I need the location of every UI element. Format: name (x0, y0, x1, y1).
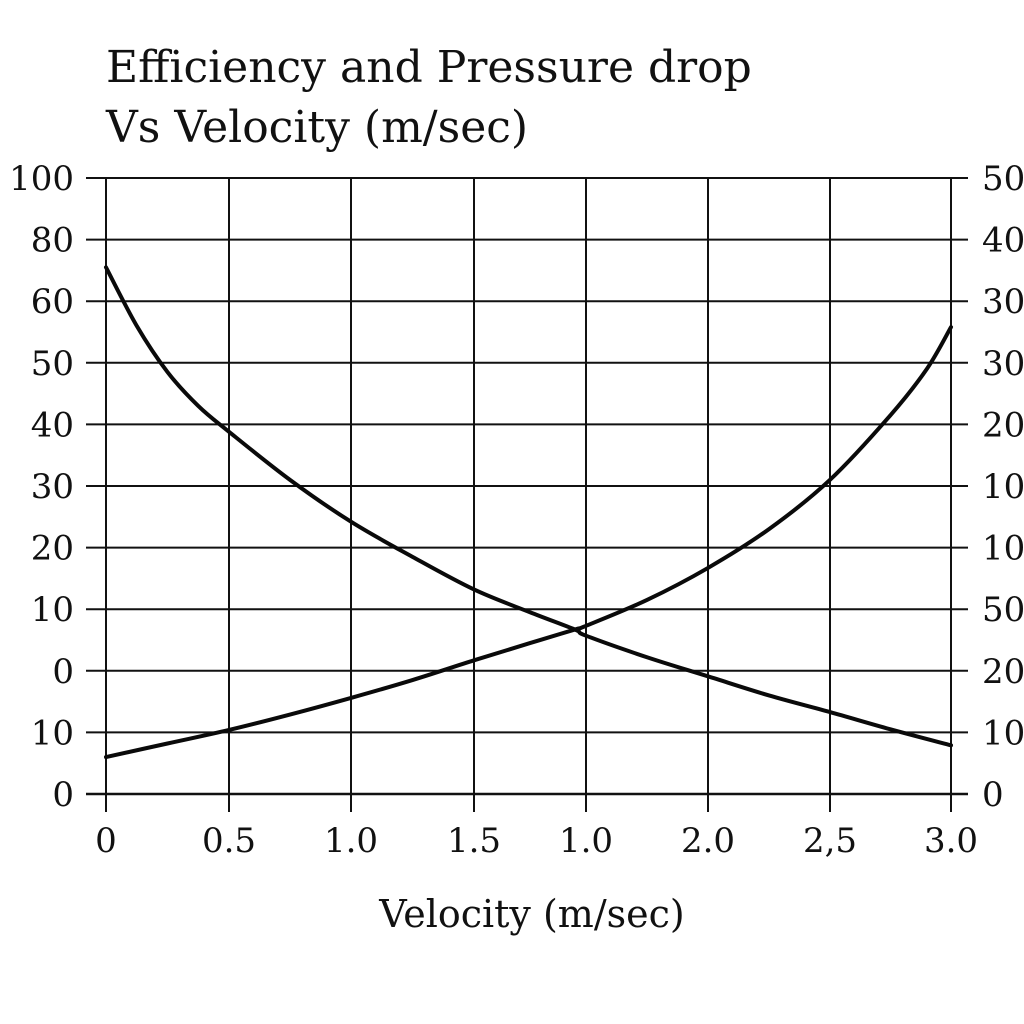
series-layer (104, 265, 953, 760)
chart-title-line-1: Efficiency and Pressure drop (106, 42, 752, 93)
x-tick-label: 2,5 (803, 821, 857, 861)
x-tick-label: 2.0 (681, 821, 735, 861)
chart-title-line-2: Vs Velocity (m/sec) (105, 102, 528, 153)
x-tick-label: 1.5 (447, 821, 501, 861)
y-right-tick-label: 10 (982, 713, 1024, 753)
x-tick-label: 1.0 (324, 821, 378, 861)
y-right-tick-label: 50 (982, 590, 1024, 630)
y-right-tick-label: 10 (982, 529, 1024, 569)
y-left-tick-label: 30 (31, 467, 74, 507)
y-right-tick-label: 20 (982, 652, 1024, 692)
x-axis-label: Velocity (m/sec) (378, 892, 684, 936)
y-right-tick-label: 0 (982, 775, 1004, 815)
x-tick-label: 3.0 (924, 821, 978, 861)
y-right-tick-label: 40 (982, 221, 1024, 261)
y-left-tick-label: 20 (31, 529, 74, 569)
y-right-tick-label: 50 (982, 159, 1024, 199)
y-left-tick-label: 80 (31, 221, 74, 261)
series-pressure-drop-line (104, 325, 953, 760)
y-right-tick-label: 30 (982, 344, 1024, 384)
y-left-tick-label: 40 (31, 405, 74, 445)
y-left-tick-label: 10 (31, 713, 74, 753)
series-efficiency-line (104, 265, 953, 748)
grid (86, 177, 968, 812)
y-left-tick-label: 50 (31, 344, 74, 384)
y-left-tick-label: 100 (9, 159, 74, 199)
x-tick-label: 1.0 (559, 821, 613, 861)
y-right-tick-label: 30 (982, 282, 1024, 322)
y-left-tick-label: 0 (52, 775, 74, 815)
y-left-tick-label: 0 (52, 652, 74, 692)
x-tick-label: 0 (95, 821, 117, 861)
y-right-tick-label: 10 (982, 467, 1024, 507)
x-tick-label: 0.5 (202, 821, 256, 861)
x-axis-ticks: 0 0.5 1.0 1.5 1.0 2.0 2,5 3.0 (95, 821, 978, 861)
y-axis-right-ticks: 50 40 30 30 20 10 10 50 20 10 0 (982, 159, 1024, 815)
y-right-tick-label: 20 (982, 405, 1024, 445)
y-left-tick-label: 60 (31, 282, 74, 322)
y-left-tick-label: 10 (31, 590, 74, 630)
